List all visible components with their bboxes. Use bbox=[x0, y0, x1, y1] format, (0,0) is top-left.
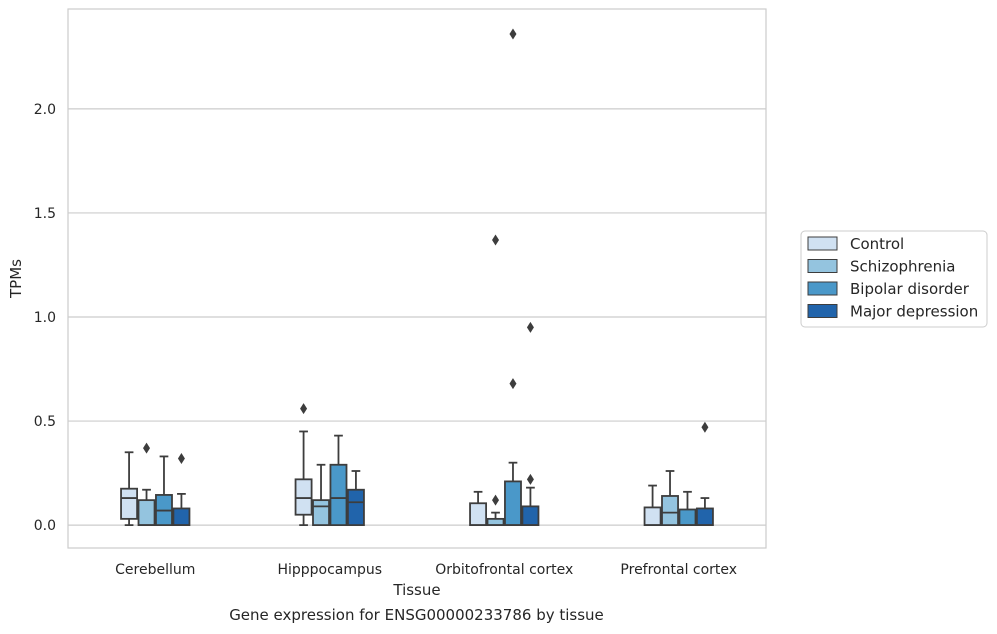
y-tick-label: 0.0 bbox=[34, 518, 56, 534]
outlier-point bbox=[509, 28, 517, 40]
box-major-depression bbox=[172, 453, 191, 527]
box-major-depression bbox=[346, 470, 365, 527]
x-tick-label: Orbitofrontal cortex bbox=[435, 562, 573, 578]
box-bipolar-disorder bbox=[329, 434, 348, 527]
box-body bbox=[172, 507, 191, 527]
legend: Control Schizophrenia Bipolar disorder Majo… bbox=[800, 230, 988, 328]
y-tick-label: 1.5 bbox=[34, 206, 56, 222]
legend-label: Bipolar disorder bbox=[850, 280, 970, 298]
x-axis-label: Tissue bbox=[392, 581, 440, 599]
x-tick-label: Cerebellum bbox=[115, 562, 195, 578]
outlier-point bbox=[526, 473, 534, 485]
plot-frame bbox=[67, 8, 767, 549]
outlier-point bbox=[701, 421, 709, 433]
outlier-point bbox=[300, 403, 308, 415]
outlier-point bbox=[509, 378, 517, 390]
box-body bbox=[521, 505, 540, 527]
box-control bbox=[643, 484, 662, 527]
box-schizophrenia bbox=[661, 470, 679, 527]
box-body bbox=[486, 517, 505, 527]
tick-labels: 0.0 0.5 1.0 1.5 2.0 Cerebellum Hipppocampus Orb… bbox=[34, 102, 737, 578]
box-schizophrenia bbox=[312, 463, 330, 527]
y-tick-label: 2.0 bbox=[34, 102, 56, 118]
box-body bbox=[678, 508, 697, 527]
legend-swatch bbox=[807, 304, 838, 318]
legend-label: Major depression bbox=[850, 303, 978, 321]
x-tick-label: Hipppocampus bbox=[277, 562, 382, 578]
x-tick-label: Prefrontal cortex bbox=[620, 562, 737, 578]
outlier-point bbox=[526, 321, 534, 333]
box-bipolar-disorder bbox=[155, 455, 173, 527]
box-major-depression bbox=[695, 421, 714, 527]
outlier-point bbox=[177, 453, 185, 465]
box-body bbox=[312, 499, 330, 527]
box-body bbox=[695, 507, 714, 527]
y-axis-label: TPMs bbox=[7, 259, 25, 299]
box-schizophrenia bbox=[486, 234, 505, 527]
box-bipolar-disorder bbox=[678, 490, 697, 527]
box-body bbox=[329, 463, 348, 527]
legend-label: Control bbox=[850, 235, 904, 253]
box-body bbox=[504, 480, 522, 527]
box-body bbox=[661, 495, 679, 527]
box-major-depression bbox=[521, 321, 540, 527]
legend-swatch bbox=[807, 259, 838, 273]
outlier-point bbox=[492, 234, 500, 246]
box-body bbox=[137, 499, 156, 527]
y-tick-label: 1.0 bbox=[34, 310, 56, 326]
y-tick-label: 0.5 bbox=[34, 414, 56, 430]
legend-swatch bbox=[807, 281, 838, 296]
outlier-point bbox=[492, 494, 500, 506]
grid-lines bbox=[68, 108, 766, 526]
box-bipolar-disorder bbox=[504, 28, 522, 527]
box-schizophrenia bbox=[137, 442, 156, 527]
boxes bbox=[120, 28, 714, 527]
box-body bbox=[120, 487, 139, 520]
legend-frame bbox=[800, 230, 988, 328]
outlier-point bbox=[143, 442, 151, 454]
box-control bbox=[294, 403, 313, 527]
box-control bbox=[469, 490, 488, 527]
box-control bbox=[120, 451, 139, 527]
legend-swatch bbox=[807, 236, 838, 251]
box-body bbox=[469, 502, 488, 527]
legend-label: Schizophrenia bbox=[850, 258, 955, 276]
figure-caption: Gene expression for ENSG00000233786 by t… bbox=[229, 606, 604, 624]
box-body bbox=[643, 506, 662, 527]
box-body bbox=[346, 488, 365, 527]
box-body bbox=[294, 478, 313, 516]
